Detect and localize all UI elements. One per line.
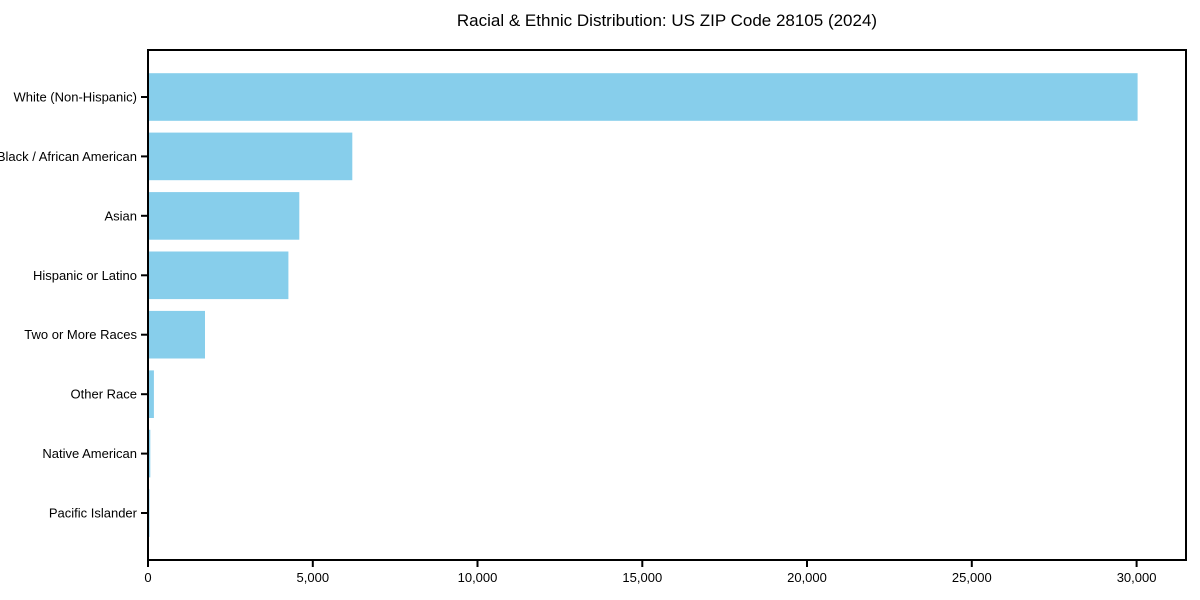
bar (149, 310, 205, 359)
x-tick-label: 0 (144, 570, 151, 585)
bar (149, 192, 300, 240)
y-tick-label: Black / African American (0, 149, 137, 164)
x-tick-label: 25,000 (952, 570, 992, 585)
bar (149, 132, 353, 181)
chart-title: Racial & Ethnic Distribution: US ZIP Cod… (456, 11, 878, 30)
bar (149, 73, 1138, 121)
bar (149, 370, 154, 418)
y-tick-label: Pacific Islander (49, 506, 138, 521)
y-tick-label: Native American (42, 446, 137, 461)
x-tick-label: 10,000 (458, 570, 498, 585)
x-tick-label: 30,000 (1117, 570, 1157, 585)
y-tick-label: Other Race (71, 387, 137, 402)
y-tick-label: Asian (104, 208, 137, 223)
bar (149, 429, 151, 478)
y-tick-label: White (Non-Hispanic) (13, 90, 137, 105)
bar (149, 251, 289, 300)
x-tick-label: 5,000 (297, 570, 330, 585)
x-tick-label: 15,000 (622, 570, 662, 585)
y-tick-label: Two or More Races (24, 327, 137, 342)
bar (149, 489, 150, 537)
plot-border (147, 49, 1187, 561)
y-tick-label: Hispanic or Latino (33, 268, 137, 283)
x-tick-label: 20,000 (787, 570, 827, 585)
